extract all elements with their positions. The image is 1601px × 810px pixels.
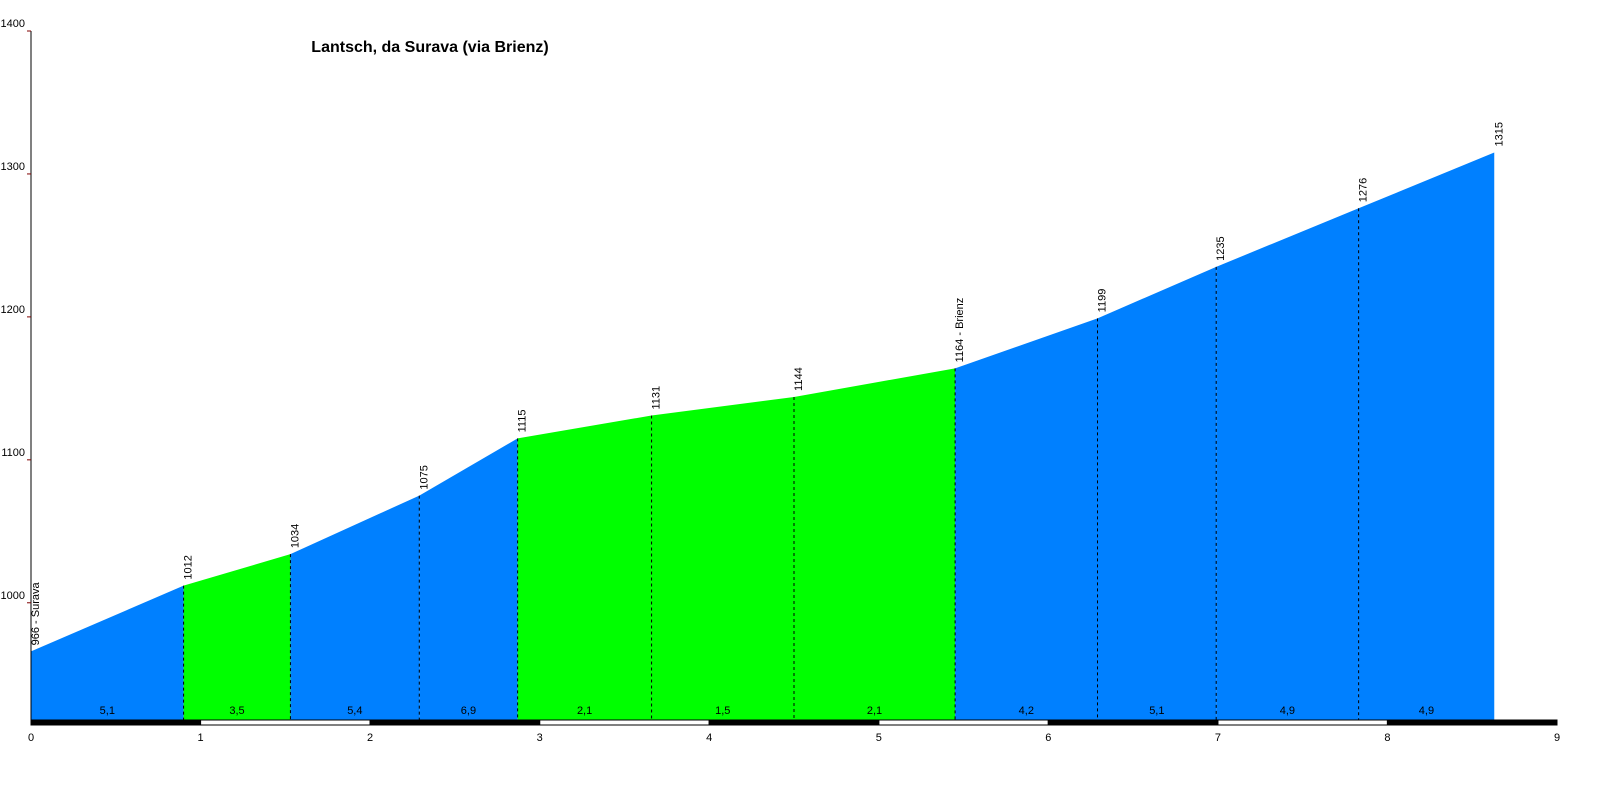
axis-bar <box>878 719 1049 726</box>
point-label: 1164 - Brienz <box>954 298 966 363</box>
x-tick-label: 6 <box>1045 732 1051 744</box>
axis-bar <box>1217 719 1388 726</box>
axis-bar <box>1047 719 1219 726</box>
segment-label: 5,1 <box>1149 705 1164 717</box>
y-tick-label: 1400 <box>1 18 25 30</box>
segment-label: 4,9 <box>1419 705 1434 717</box>
x-tick-label: 3 <box>537 732 543 744</box>
segment-label: 6,9 <box>461 705 476 717</box>
segment-area <box>794 368 956 720</box>
segment-area <box>1216 208 1359 720</box>
segment-label: 4,9 <box>1280 705 1295 717</box>
x-tick-label: 8 <box>1384 732 1390 744</box>
segment-area <box>183 554 291 720</box>
segment-area <box>651 396 794 720</box>
x-tick-label: 7 <box>1215 732 1221 744</box>
segment-area <box>1358 152 1495 720</box>
axis-bar <box>200 719 371 726</box>
axis-bar <box>1386 719 1558 726</box>
segment-label: 2,1 <box>577 705 592 717</box>
point-label: 1034 <box>289 524 301 548</box>
point-label: 1315 <box>1493 122 1505 146</box>
x-tick-label: 9 <box>1554 732 1560 744</box>
axis-bar <box>708 719 880 726</box>
segment-area <box>955 318 1098 720</box>
segment-area <box>419 438 518 720</box>
segment-label: 5,1 <box>100 705 115 717</box>
point-label: 1235 <box>1215 236 1227 260</box>
chart-title: Lantsch, da Surava (via Brienz) <box>311 39 548 56</box>
x-tick-label: 0 <box>28 732 34 744</box>
axis-bar <box>30 719 202 726</box>
point-label: 1115 <box>517 410 529 433</box>
point-label: 1276 <box>1358 178 1370 202</box>
point-label: 1012 <box>183 555 195 579</box>
segment-label: 5,4 <box>347 705 362 717</box>
x-tick-label: 4 <box>706 732 712 744</box>
y-tick-label: 1200 <box>1 304 25 316</box>
segment-label: 1,5 <box>715 705 730 717</box>
x-tick-label: 1 <box>197 732 203 744</box>
segment-area <box>290 495 420 720</box>
y-tick-label: 1000 <box>1 590 25 602</box>
point-label: 966 - Surava <box>30 582 42 646</box>
y-tick-label: 1100 <box>1 447 25 459</box>
point-label: 1199 <box>1097 289 1109 313</box>
point-label: 1131 <box>651 386 663 410</box>
segment-label: 4,2 <box>1019 705 1034 717</box>
segment-area <box>31 585 184 720</box>
point-label: 1075 <box>418 465 430 489</box>
segment-label: 2,1 <box>867 705 882 717</box>
x-tick-label: 2 <box>367 732 373 744</box>
axis-bar <box>369 719 541 726</box>
segment-area <box>1097 266 1217 720</box>
x-tick-label: 5 <box>876 732 882 744</box>
point-label: 1144 <box>793 367 805 391</box>
segment-label: 3,5 <box>229 705 244 717</box>
segment-area <box>517 415 652 720</box>
y-tick-label: 1300 <box>1 161 25 173</box>
axis-bar <box>539 719 710 726</box>
